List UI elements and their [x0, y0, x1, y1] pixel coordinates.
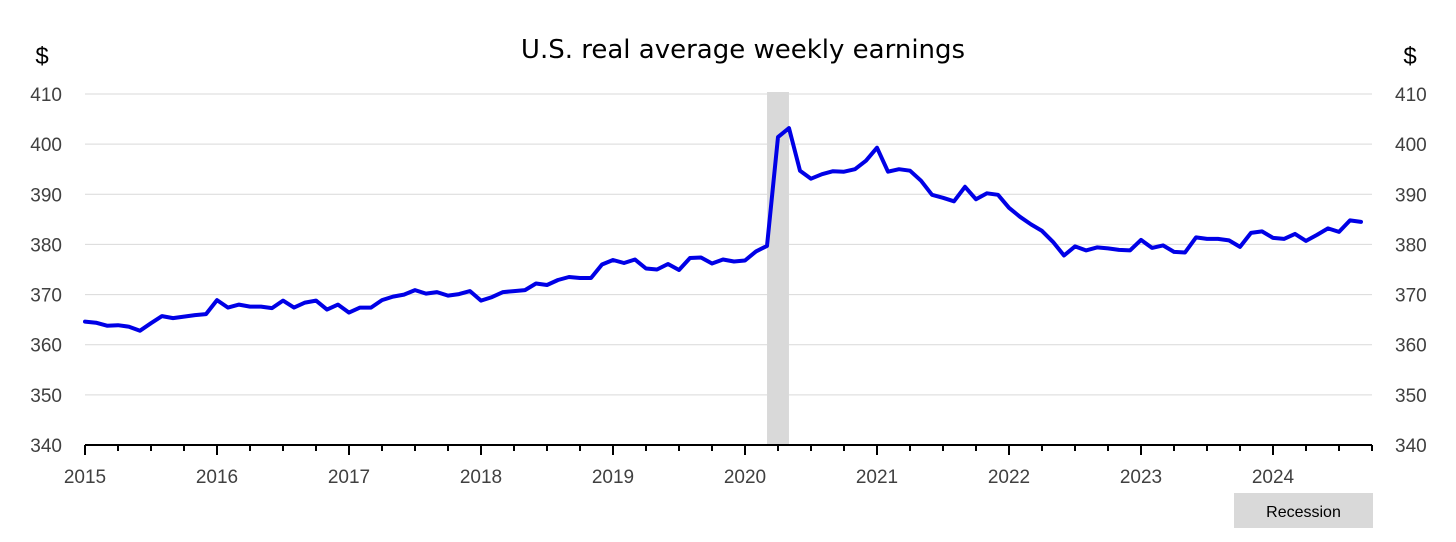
chart-title: U.S. real average weekly earnings	[521, 35, 965, 65]
right-unit-label: $	[1403, 43, 1416, 70]
x-tick-label: 2016	[196, 467, 238, 488]
gridlines	[85, 93, 1372, 396]
y-tick-label-right: 360	[1395, 336, 1427, 357]
x-tick-label: 2024	[1252, 467, 1295, 488]
y-tick-label-left: 350	[30, 386, 62, 407]
y-tick-label-right: 350	[1395, 386, 1427, 407]
y-tick-label-left: 380	[30, 235, 62, 256]
x-tick-label: 2021	[856, 467, 898, 488]
y-tick-label-right: 370	[1395, 286, 1427, 307]
x-axis: 2015 2016 2017 2018 2019 2020 2021 2022 2023 2024	[64, 444, 1373, 488]
y-tick-label-left: 390	[30, 185, 62, 206]
legend-recession-swatch	[1234, 493, 1373, 528]
y-tick-label-right: 400	[1395, 135, 1427, 156]
series-layer	[83, 126, 1363, 333]
y-axis-right: 340 350 360 370 380 390 400 410	[1395, 85, 1427, 457]
y-tick-label-left: 340	[30, 436, 62, 457]
x-tick-label: 2018	[460, 467, 502, 488]
y-tick-label-left: 370	[30, 286, 62, 307]
y-axis-left: 340 350 360 370 380 390 400 410	[30, 85, 62, 457]
legend: Recession	[1234, 493, 1373, 528]
y-tick-label-left: 410	[30, 85, 62, 106]
y-tick-label-right: 410	[1395, 85, 1427, 106]
series-line-real-weekly-earnings	[83, 126, 1363, 333]
x-tick-label: 2017	[328, 467, 370, 488]
y-tick-label-left: 400	[30, 135, 62, 156]
left-unit-label: $	[35, 43, 48, 70]
y-tick-label-right: 340	[1395, 436, 1427, 457]
y-tick-label-right: 380	[1395, 235, 1427, 256]
x-tick-label: 2019	[592, 467, 634, 488]
x-tick-label: 2015	[64, 467, 106, 488]
x-tick-label: 2023	[1120, 467, 1162, 488]
y-tick-label-right: 390	[1395, 185, 1427, 206]
x-tick-label: 2022	[988, 467, 1030, 488]
x-tick-label: 2020	[724, 467, 766, 488]
y-tick-label-left: 360	[30, 336, 62, 357]
legend-recession-label: Recession	[1266, 504, 1341, 521]
